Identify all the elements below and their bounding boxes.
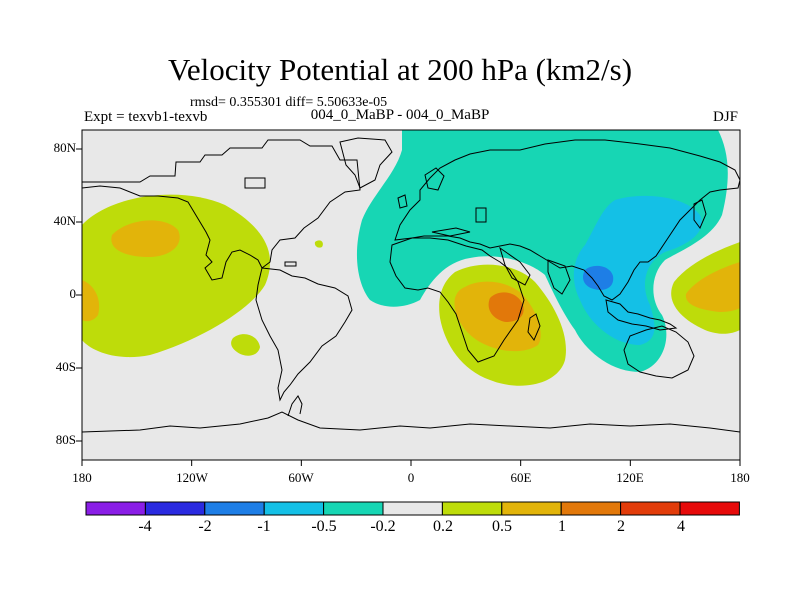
experiment-label: Expt = texvb1-texvb [84, 109, 208, 125]
longitude-ticks [81, 460, 741, 466]
plot-title: Velocity Potential at 200 hPa (km2/s) [167, 52, 633, 87]
colorbar-label-9: 4 [677, 518, 685, 535]
positive-west-edge-core [82, 280, 100, 322]
lon-label-60e: 60E [510, 470, 532, 485]
season-label: DJF [712, 109, 738, 125]
lon-label-180w: 180 [72, 470, 92, 485]
colorbar-box-0 [85, 501, 146, 516]
colorbar-box-6 [441, 501, 503, 516]
colorbar-box-4 [323, 501, 384, 516]
colorbar-box-10 [679, 501, 740, 516]
colorbar-label-7: 1 [558, 518, 566, 535]
colorbar-box-1 [144, 501, 206, 516]
positive-central-america-blob [314, 240, 323, 248]
latitude-ticks [76, 148, 82, 442]
mediterranean [431, 227, 471, 237]
negative-southeast-asia-min [583, 265, 614, 290]
colorbar-box-2 [204, 501, 265, 516]
lon-label-120w: 120W [176, 470, 208, 485]
colorbar-label-0: -4 [138, 518, 152, 535]
scandinavia [424, 167, 445, 191]
eurasia-outline [394, 139, 740, 301]
antarctica-outline [82, 411, 740, 433]
british-isles [397, 194, 408, 209]
colorbar-label-2: -1 [257, 518, 271, 535]
colorbar-label-5: 0.2 [433, 518, 453, 535]
lon-label-180e: 180 [730, 470, 750, 485]
colorbar-label-3: -0.5 [311, 518, 337, 535]
colorbar-label-6: 0.5 [492, 518, 512, 535]
lon-label-0: 0 [407, 470, 415, 485]
positive-south-america-blob [231, 334, 260, 356]
negative-east-asia-core [573, 195, 702, 345]
colorbar-box-7 [501, 501, 562, 516]
positive-africa-max [488, 292, 524, 322]
colorbar-label-1: -2 [198, 518, 212, 535]
lat-label-40n: 40N [53, 213, 76, 228]
colorbar-box-8 [560, 501, 622, 516]
australia-outline [623, 325, 695, 379]
lon-label-120e: 120E [616, 470, 644, 485]
colorbar-label-4: -0.2 [370, 518, 396, 535]
africa-outline [389, 237, 525, 363]
lat-label-80n: 80N [53, 140, 76, 155]
colorbar-label-8: 2 [617, 518, 625, 535]
map-fields [82, 130, 740, 460]
colorbar-box-9 [620, 501, 681, 516]
colorbar [85, 501, 740, 516]
colorbar-box-5 [382, 501, 443, 516]
continent-outlines [82, 137, 740, 433]
lat-label-40s: 40S [55, 359, 76, 374]
lon-label-60w: 60W [288, 470, 314, 485]
rmsd-diff-stats: rmsd= 0.355301 diff= 5.50633e-05 [190, 95, 388, 110]
lat-label-80s: 80S [55, 432, 76, 447]
period-label: 004_0_MaBP - 004_0_MaBP [310, 107, 490, 123]
positive-north-pacific-core [111, 220, 180, 258]
coastline-details [244, 167, 487, 267]
madagascar-outline [527, 313, 541, 341]
caspian-sea [475, 207, 487, 223]
south-america-outline [255, 267, 353, 402]
greenland-outline [339, 137, 393, 189]
indonesia-outline [605, 299, 678, 331]
hudson-bay [244, 177, 266, 189]
antarctic-peninsula-outline [287, 395, 303, 417]
colorbar-box-3 [263, 501, 325, 516]
japan-outline [693, 199, 707, 229]
lat-label-0: 0 [69, 286, 77, 301]
positive-tropical-pacific-core [685, 262, 740, 312]
arabia-india-outline [499, 246, 571, 295]
caribbean-islands [284, 261, 297, 267]
north-america-outline [82, 139, 361, 281]
